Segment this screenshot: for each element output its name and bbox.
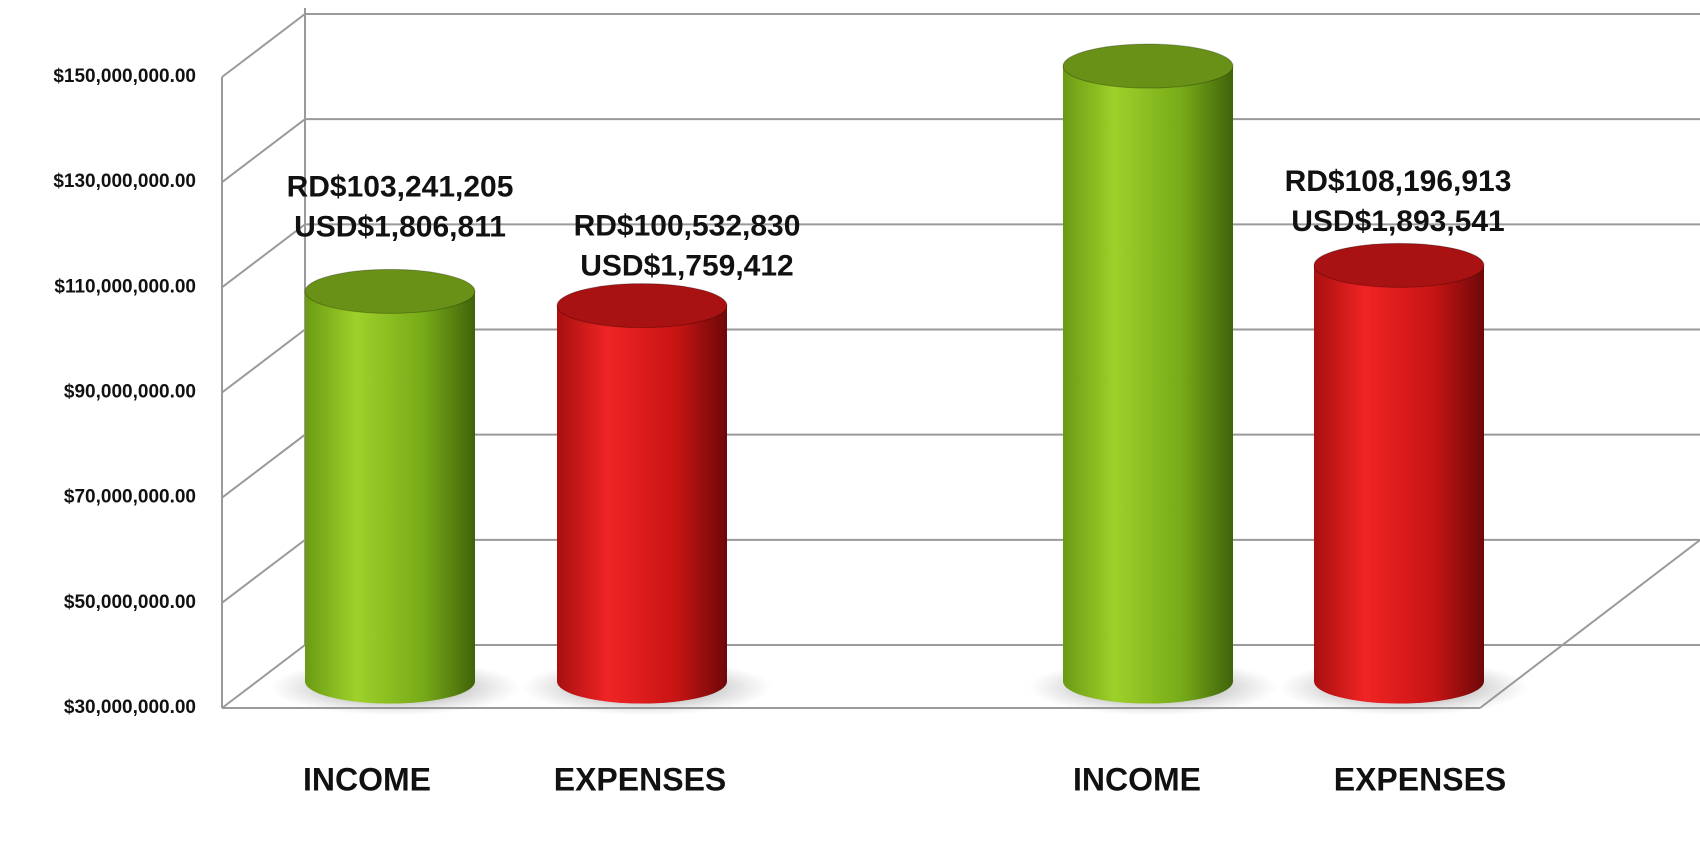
cylinder <box>1279 242 1529 716</box>
value-label: RD$103,241,205 <box>287 170 514 203</box>
y-tick-label: $30,000,000.00 <box>64 697 196 718</box>
bar-top-shade <box>557 283 727 328</box>
value-label: RD$100,532,830 <box>574 210 801 243</box>
bar <box>1063 66 1233 704</box>
bar <box>557 305 727 704</box>
cylinder <box>1028 43 1278 716</box>
y-tick-label: $130,000,000.00 <box>53 171 196 192</box>
cylinder <box>270 268 520 716</box>
x-tick-label: EXPENSES <box>554 761 727 797</box>
bar-top <box>556 283 728 329</box>
bar-top <box>304 268 476 314</box>
secondary-value-label: USD$1,893,541 <box>1291 205 1505 238</box>
x-tick-label: EXPENSES <box>1334 761 1507 797</box>
bar-top-shade <box>1063 44 1233 89</box>
bar <box>1314 265 1484 704</box>
bar <box>305 291 475 704</box>
y-tick-label: $110,000,000.00 <box>54 276 196 297</box>
bar-top <box>1062 43 1234 89</box>
secondary-value-label: USD$1,806,811 <box>294 210 506 243</box>
grid-line <box>221 118 1700 183</box>
secondary-value-label: USD$1,759,412 <box>580 250 794 283</box>
y-tick-label: $90,000,000.00 <box>64 382 196 403</box>
cylinder <box>522 283 772 716</box>
bar-top <box>1313 242 1485 288</box>
grid-line <box>221 223 1700 289</box>
grid-line <box>221 13 1700 78</box>
y-tick-label: $150,000,000.00 <box>53 66 196 87</box>
x-tick-label: INCOME <box>303 761 431 797</box>
bar-top-shade <box>1314 243 1484 288</box>
value-label: RD$108,196,913 <box>1285 165 1512 198</box>
y-tick-label: $70,000,000.00 <box>64 487 196 508</box>
bar-top-shade <box>305 269 475 314</box>
y-tick-label: $50,000,000.00 <box>64 592 196 613</box>
x-tick-label: INCOME <box>1073 761 1201 797</box>
